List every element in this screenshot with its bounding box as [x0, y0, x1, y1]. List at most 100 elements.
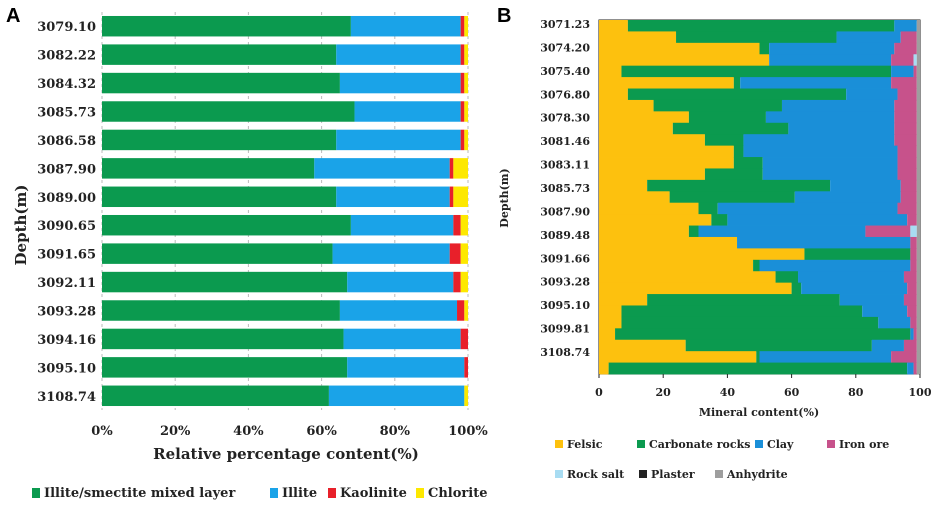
legend-label: Chlorite	[428, 486, 487, 501]
legend-swatch	[755, 440, 763, 448]
bar-segment	[916, 271, 920, 284]
bar-segment	[599, 31, 677, 44]
bar-segment	[907, 362, 914, 375]
bar-segment	[894, 111, 917, 124]
bar-segment	[775, 271, 799, 284]
bar-segment	[740, 77, 892, 89]
y-tick-label: 3082.22	[37, 49, 96, 64]
bar-segment	[894, 134, 917, 147]
y-tick-label: 3071.23	[540, 18, 590, 31]
bar-segment	[102, 44, 337, 65]
y-tick-label: 3078.30	[540, 112, 590, 125]
bar-segment	[685, 339, 872, 352]
bar-segment	[916, 77, 920, 89]
bar-segment	[913, 362, 917, 375]
bar-segment	[599, 351, 757, 363]
bar-segment	[907, 214, 917, 226]
bar-segment	[711, 214, 728, 226]
bar-segment	[339, 300, 458, 321]
bar-segment	[916, 316, 920, 329]
bar-segment	[830, 179, 901, 192]
bar-segment	[913, 328, 917, 341]
bar-segment	[102, 158, 315, 179]
bar-segment	[599, 339, 686, 352]
bar-segment	[621, 316, 879, 329]
bar-segment	[916, 282, 920, 295]
bar-segment	[916, 179, 920, 192]
bar-segment	[464, 129, 468, 151]
y-tick-label: 3081.46	[540, 135, 590, 148]
bar-segment	[916, 122, 920, 135]
bar-segment	[449, 186, 454, 208]
y-tick-label: 3089.48	[540, 229, 590, 242]
bar-segment	[894, 99, 917, 112]
legend-label: Anhydrite	[726, 468, 788, 481]
bar-segment	[798, 271, 904, 284]
bar-segment	[102, 300, 340, 321]
bar-segment	[350, 214, 454, 236]
bar-segment	[599, 77, 734, 89]
bar-segment	[865, 225, 911, 238]
bar-segment	[647, 179, 831, 192]
bar-segment	[791, 282, 802, 295]
bar-segment	[781, 99, 895, 112]
y-tick-label: 3086.58	[37, 134, 96, 149]
bar-segment	[102, 15, 351, 37]
bar-segment	[339, 72, 461, 94]
bar-segment	[907, 282, 917, 295]
bar-segment	[599, 157, 734, 169]
bar-segment	[102, 271, 348, 293]
bar-segment	[737, 236, 911, 249]
bar-segment	[314, 158, 450, 179]
bar-segment	[839, 294, 904, 306]
bar-segment	[733, 145, 744, 158]
bar-segment	[102, 214, 351, 236]
bar-segment	[102, 385, 329, 407]
bar-segment	[897, 145, 917, 158]
bar-segment	[878, 316, 911, 329]
bar-segment	[102, 243, 333, 264]
bar-segment	[464, 72, 468, 94]
bar-segment	[599, 225, 689, 238]
legend-label: Plaster	[651, 468, 695, 481]
bar-segment	[916, 362, 920, 375]
legend-label: Felsic	[567, 438, 603, 451]
bar-segment	[328, 385, 465, 407]
bar-segment	[627, 20, 895, 32]
bar-segment	[102, 357, 348, 378]
y-tick-label: 3108.74	[37, 390, 96, 405]
bar-segment	[916, 339, 920, 352]
legend-swatch	[637, 440, 645, 448]
bar-segment	[449, 243, 461, 264]
bar-segment	[599, 122, 673, 135]
legend-swatch	[555, 470, 563, 478]
bar-segment	[464, 101, 468, 122]
x-tick-label: 20	[656, 386, 672, 399]
bar-segment	[343, 328, 461, 350]
legend-label: Rock salt	[567, 468, 625, 481]
bar-segment	[688, 111, 766, 124]
bar-segment	[453, 271, 461, 293]
bar-segment	[717, 202, 898, 215]
panel-b-y-tick-labels: 3071.23 3074.20 3075.40 3076.80 3078.30 3081.…	[540, 18, 590, 359]
panel-b-x-tick-labels: 0 20 40 60 80 100	[595, 374, 932, 399]
legend-label: Illite	[282, 486, 317, 501]
legend-swatch	[639, 470, 647, 478]
bar-segment	[913, 65, 917, 78]
bar-segment	[336, 44, 461, 65]
bar-segment	[460, 271, 468, 293]
bar-segment	[900, 179, 917, 192]
bar-segment	[332, 243, 450, 264]
bar-segment	[765, 111, 895, 124]
bar-segment	[903, 271, 917, 284]
panel-a-y-axis-title: Depth(m)	[12, 185, 30, 266]
bar-segment	[599, 248, 805, 261]
x-tick-label: 80%	[380, 424, 411, 439]
bar-segment	[354, 101, 461, 122]
bar-segment	[453, 214, 461, 236]
bar-segment	[460, 328, 468, 350]
y-tick-label: 3089.00	[37, 191, 96, 206]
bar-segment	[599, 191, 670, 204]
y-tick-label: 3079.10	[37, 20, 96, 35]
y-tick-label: 3091.66	[540, 252, 590, 265]
